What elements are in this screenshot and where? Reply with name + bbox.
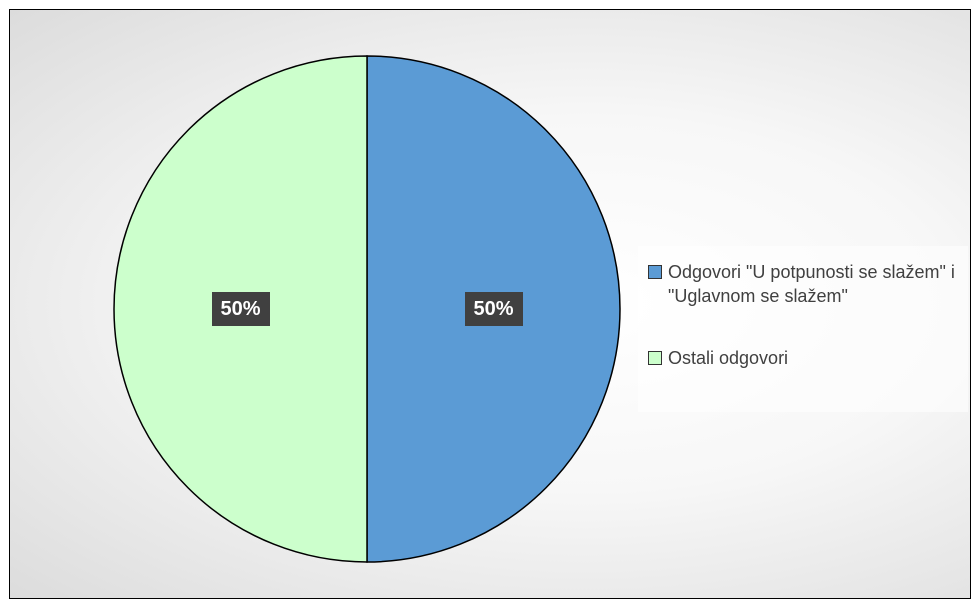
legend: Odgovori "U potpunosti se slažem" i "Ugl… bbox=[638, 246, 968, 412]
data-label-agree: 50% bbox=[464, 292, 523, 326]
chart-area: 50% 50% Odgovori "U potpunosti se slažem"… bbox=[9, 9, 971, 599]
legend-label-other: Ostali odgovori bbox=[668, 348, 789, 368]
legend-label-agree: Odgovori "U potpunosti se slažem" i "Ugl… bbox=[668, 262, 955, 306]
legend-swatch-other bbox=[648, 351, 662, 365]
data-label-other: 50% bbox=[211, 292, 270, 326]
legend-item-other: Ostali odgovori bbox=[648, 346, 970, 370]
legend-swatch-agree bbox=[648, 265, 662, 279]
legend-item-agree: Odgovori "U potpunosti se slažem" i "Ugl… bbox=[648, 260, 970, 308]
